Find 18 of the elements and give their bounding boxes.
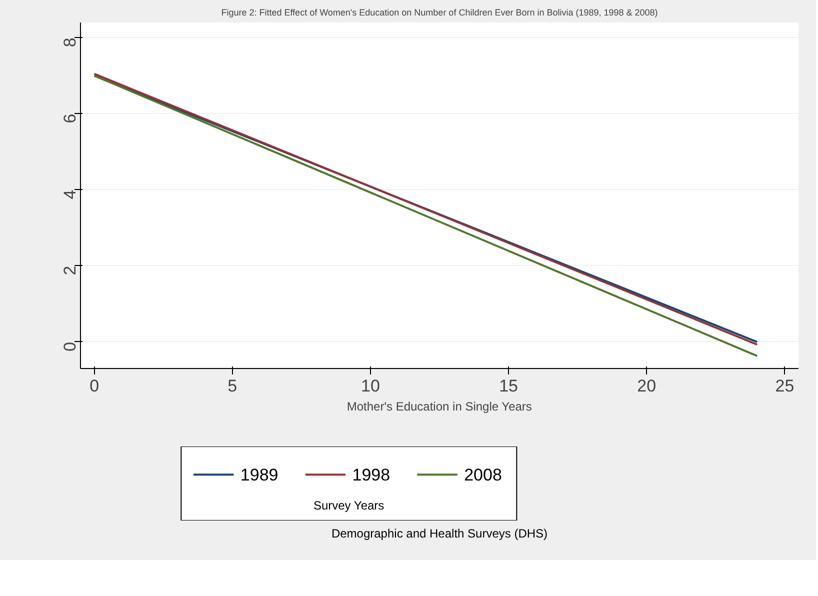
y-tick-label: 4 bbox=[60, 190, 80, 200]
legend-label: 2008 bbox=[464, 466, 502, 485]
x-axis-title: Mother's Education in Single Years bbox=[346, 400, 532, 414]
y-tick-label: 6 bbox=[60, 114, 80, 124]
chart-title: Figure 2: Fitted Effect of Women's Education on Number of Children Ever Born in Bolivia (1989, 1998 & 2008) bbox=[221, 8, 658, 18]
text: Demographic and Health Surveys (DHS) bbox=[331, 526, 548, 540]
x-tick-label: 5 bbox=[228, 376, 238, 396]
legend-label: 1998 bbox=[352, 466, 390, 485]
legend-label: 1989 bbox=[240, 466, 278, 485]
x-tick-label: 15 bbox=[499, 376, 518, 396]
x-tick-label: 25 bbox=[775, 376, 794, 396]
x-tick-label: 0 bbox=[90, 376, 100, 396]
x-tick-label: 20 bbox=[637, 376, 656, 396]
x-tick-label: 10 bbox=[361, 376, 380, 396]
y-tick-label: 0 bbox=[60, 342, 80, 352]
legend-title: Survey Years bbox=[313, 498, 384, 513]
y-tick-label: 8 bbox=[60, 38, 80, 48]
y-tick-label: 2 bbox=[60, 266, 80, 276]
